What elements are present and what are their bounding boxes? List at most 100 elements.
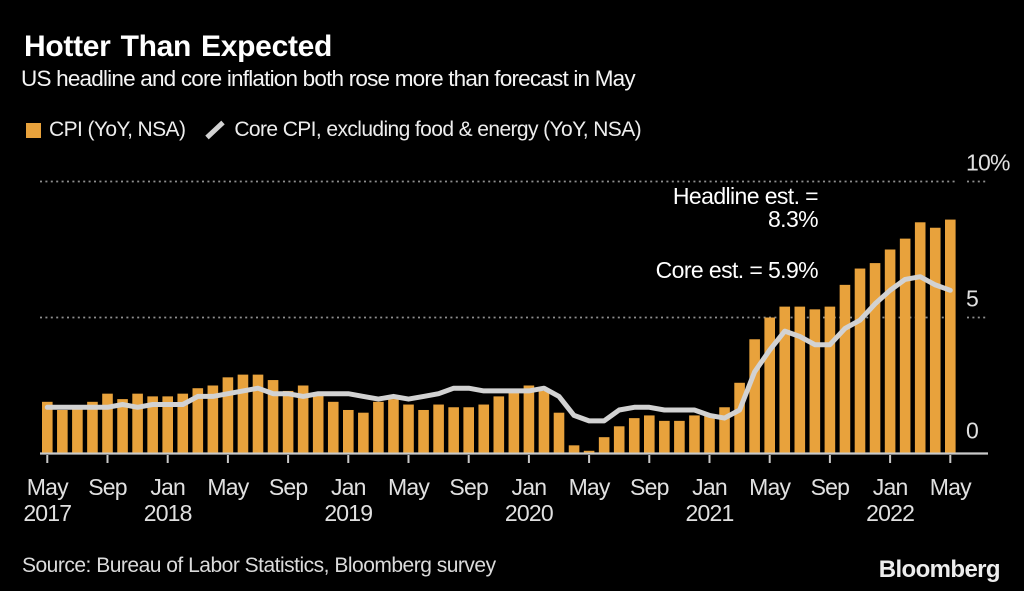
- cpi-bar: [824, 306, 836, 453]
- cpi-bar: [252, 374, 264, 453]
- cpi-bar: [388, 399, 399, 453]
- cpi-bar: [373, 401, 384, 453]
- chart-subtitle: US headline and core inflation both rose…: [21, 66, 636, 91]
- cpi-bar: [117, 399, 128, 453]
- cpi-bar: [282, 390, 294, 453]
- cpi-bar: [583, 450, 595, 453]
- cpi-bar: [613, 426, 625, 453]
- cpi-bar: [523, 385, 535, 453]
- cpi-bar: [72, 407, 83, 453]
- cpi-bar: [222, 377, 234, 453]
- cpi-bar: [358, 412, 369, 453]
- source-note: Source: Bureau of Labor Statistics, Bloo…: [22, 554, 496, 577]
- core-cpi-slash-icon: [203, 120, 227, 140]
- cpi-bar: [237, 374, 249, 453]
- x-axis-month-label: May: [388, 474, 430, 500]
- bloomberg-logo: Bloomberg: [878, 556, 1001, 583]
- cpi-bar: [854, 268, 866, 453]
- cpi-bar: [433, 404, 444, 453]
- cpi-bar: [343, 409, 354, 453]
- cpi-bar: [508, 390, 520, 453]
- cpi-bar: [177, 393, 189, 453]
- core-cpi-line: [44, 274, 953, 424]
- annotation-line: 8.3%: [767, 206, 819, 232]
- cpi-bar: [42, 401, 53, 453]
- cpi-bar: [764, 317, 775, 453]
- cpi-bar: [312, 393, 324, 453]
- x-axis-month-label: Jan: [692, 474, 727, 500]
- x-axis-month-label: Jan: [873, 474, 908, 500]
- cpi-bar: [162, 396, 173, 453]
- cpi-bar: [207, 385, 219, 453]
- cpi-bar: [869, 263, 881, 453]
- x-axis-year-label: 2018: [144, 500, 192, 526]
- x-axis-month-label: Sep: [88, 474, 127, 500]
- y-axis-label: 5: [966, 286, 978, 312]
- cpi-bar: [478, 404, 490, 453]
- cpi-bar: [884, 249, 896, 453]
- x-axis-month-label: May: [749, 474, 791, 500]
- x-axis-year-label: 2017: [23, 500, 71, 526]
- x-axis-year-label: 2021: [686, 500, 734, 526]
- cpi-bar: [839, 284, 851, 453]
- x-axis-month-label: May: [27, 474, 69, 500]
- cpi-bar: [553, 412, 565, 453]
- x-axis-month-label: Sep: [269, 474, 308, 500]
- cpi-bar: [704, 415, 715, 453]
- cpi-bar-swatch-icon: [26, 122, 41, 138]
- cpi-bar: [598, 437, 610, 453]
- cpi-bar: [644, 415, 655, 453]
- cpi-bar: [493, 396, 505, 453]
- cpi-bar: [297, 385, 309, 453]
- cpi-bar: [403, 404, 414, 453]
- x-axis-month-label: Jan: [150, 474, 185, 500]
- legend: CPI (YoY, NSA) Core CPI, excluding food …: [26, 118, 642, 141]
- cpi-bar: [749, 339, 760, 453]
- legend-label-core-cpi: Core CPI, excluding food & energy (YoY, …: [234, 118, 642, 141]
- annotation-headline-estimate: Headline est. = 8.3%: [672, 183, 819, 232]
- x-axis-month-label: May: [207, 474, 249, 500]
- cpi-bar: [809, 309, 821, 453]
- x-axis-year-label: 2020: [505, 500, 553, 526]
- y-axis-label: 10%: [966, 150, 1010, 176]
- x-axis-month-label: May: [930, 474, 972, 500]
- cpi-bar: [719, 407, 730, 453]
- cpi-bar: [628, 418, 640, 453]
- cpi-bar: [945, 219, 956, 453]
- x-axis-month-label: May: [569, 474, 611, 500]
- cpi-bar: [463, 407, 474, 453]
- cpi-bar: [734, 382, 745, 453]
- cpi-bar: [538, 390, 550, 453]
- cpi-bar: [689, 415, 700, 453]
- x-axis-month-label: Jan: [512, 474, 547, 500]
- legend-label-cpi: CPI (YoY, NSA): [49, 118, 186, 141]
- x-axis-year-label: 2022: [866, 500, 914, 526]
- cpi-bar: [132, 393, 143, 453]
- y-axis-label: 0: [966, 418, 978, 444]
- cpi-bar: [794, 306, 806, 453]
- page-title: Hotter Than Expected: [24, 30, 333, 63]
- cpi-bar: [899, 238, 911, 453]
- cpi-bar: [659, 420, 670, 453]
- cpi-bar: [448, 407, 459, 453]
- cpi-bar: [418, 409, 429, 453]
- x-axis-month-label: Jan: [331, 474, 366, 500]
- x-axis-month-label: Sep: [811, 474, 850, 500]
- cpi-bar: [57, 409, 68, 453]
- cpi-bar: [87, 401, 98, 453]
- x-axis-year-label: 2019: [324, 500, 372, 526]
- cpi-bar: [267, 380, 279, 453]
- cpi-bar: [568, 445, 580, 453]
- x-axis-month-label: Sep: [630, 474, 669, 500]
- cpi-bar: [929, 227, 941, 453]
- cpi-bar: [192, 388, 204, 453]
- cpi-bar: [914, 222, 926, 453]
- annotation-line: Headline est. =: [672, 183, 819, 209]
- cpi-bar: [327, 401, 339, 453]
- annotation-line: Core est. = 5.9%: [655, 257, 819, 283]
- cpi-bar: [779, 306, 791, 453]
- x-axis-month-label: Sep: [449, 474, 488, 500]
- cpi-bar: [147, 396, 158, 453]
